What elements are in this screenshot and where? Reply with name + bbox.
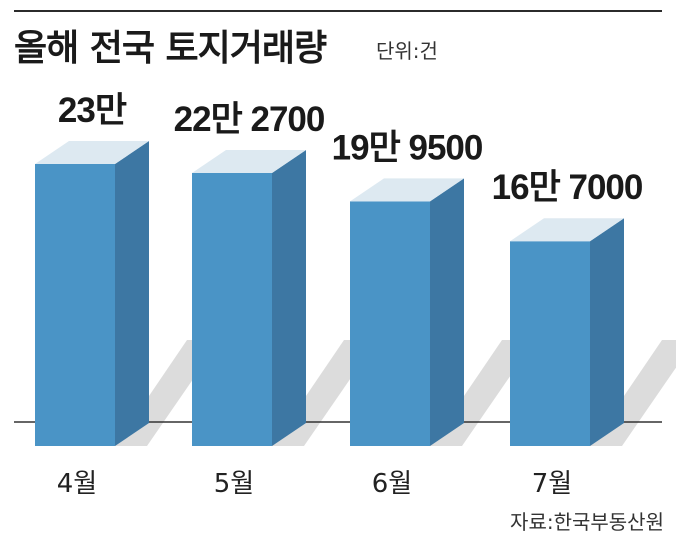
bars-layer xyxy=(35,141,624,447)
bar xyxy=(510,241,590,446)
unit-label: 단위:건 xyxy=(376,39,438,63)
bar-top xyxy=(192,149,306,173)
bar-side xyxy=(272,149,306,446)
top-rule xyxy=(14,10,662,12)
category-label: 5월 xyxy=(214,469,254,499)
bar xyxy=(35,164,115,446)
bar-top xyxy=(510,218,624,242)
data-label: 19만 9500 xyxy=(332,128,483,167)
bar xyxy=(192,172,272,446)
bar-side xyxy=(590,218,624,446)
labels-layer: 23만 4월 22만 2700 5월 19만 9500 6월 16만 7000 7월 xyxy=(57,91,644,499)
bar-top xyxy=(35,141,149,164)
data-label: 23만 xyxy=(58,91,127,130)
bar-top xyxy=(350,178,464,202)
category-label: 4월 xyxy=(57,469,97,499)
category-label: 6월 xyxy=(372,469,412,499)
bar xyxy=(350,201,430,446)
source-note: 자료:한국부동산원 xyxy=(510,510,664,534)
bar-side xyxy=(115,141,149,446)
data-label: 22만 2700 xyxy=(174,100,325,139)
bar-side xyxy=(430,178,464,447)
data-label: 16만 7000 xyxy=(492,168,643,207)
category-label: 7월 xyxy=(532,469,572,499)
chart-title: 올해 전국 토지거래량 xyxy=(14,28,327,69)
